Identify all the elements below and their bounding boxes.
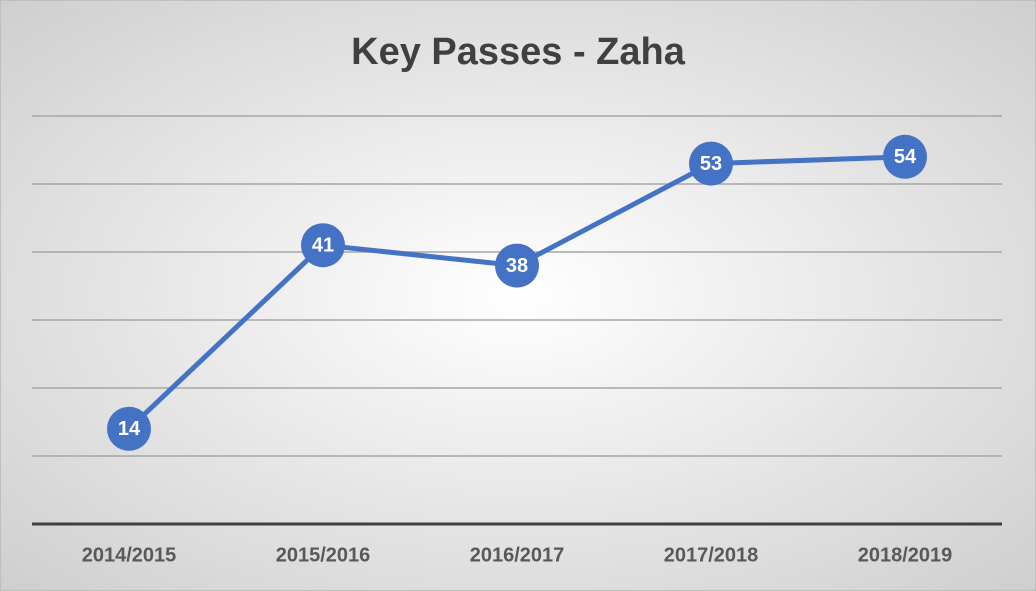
data-label: 54 xyxy=(894,146,917,168)
data-point xyxy=(107,406,151,451)
x-tick-label: 2015/2016 xyxy=(276,544,371,566)
x-tick-label: 2017/2018 xyxy=(664,544,759,566)
data-point xyxy=(689,141,733,186)
chart-title: Key Passes - Zaha xyxy=(351,31,686,73)
data-label: 53 xyxy=(700,153,722,175)
data-point xyxy=(301,223,345,268)
data-point xyxy=(495,243,539,288)
data-label: 14 xyxy=(118,418,141,440)
x-tick-label: 2018/2019 xyxy=(858,544,953,566)
data-label: 38 xyxy=(506,255,528,277)
x-tick-label: 2014/2015 xyxy=(82,544,177,566)
data-label: 41 xyxy=(312,234,334,256)
data-point xyxy=(883,134,927,179)
x-tick-label: 2016/2017 xyxy=(470,544,565,566)
